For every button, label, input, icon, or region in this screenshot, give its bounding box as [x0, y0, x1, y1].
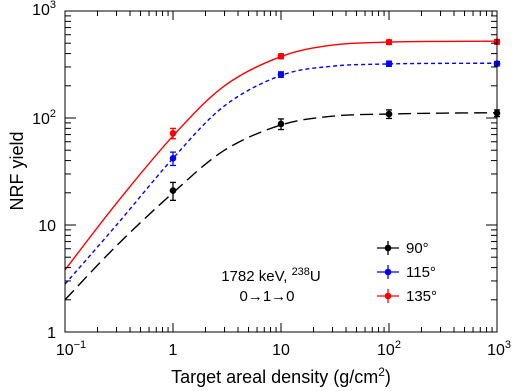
data-point [277, 71, 285, 78]
y-axis-title: NRF yield [7, 131, 27, 210]
y-tick-label: 10 [38, 218, 56, 235]
x-axis-title: Target areal density (g/cm2) [171, 365, 391, 387]
series-3 [64, 38, 501, 271]
x-tick-label: 1 [169, 342, 178, 359]
x-tick-label: 10 [272, 342, 290, 359]
data-point [169, 129, 177, 137]
x-tick-label: 102 [377, 339, 401, 359]
data-point [169, 155, 177, 162]
data-point [277, 120, 285, 128]
y-tick-label: 1 [47, 325, 56, 342]
data-point [169, 187, 177, 194]
x-tick-label: 103 [487, 339, 511, 359]
legend-marker [384, 244, 392, 252]
annotation-line-1: 1782 keV, 238U [221, 266, 321, 285]
legend-marker [384, 292, 392, 300]
data-point [277, 52, 285, 60]
data-point [385, 110, 393, 118]
legend-label: 135° [406, 288, 437, 305]
fit-curve-1 [64, 112, 498, 301]
data-point [385, 38, 393, 46]
y-tick-label: 103 [32, 0, 56, 19]
series-2 [64, 60, 501, 285]
data-point [385, 60, 393, 67]
x-tick-label: 10−1 [56, 339, 86, 359]
legend: 90° 115° 135° [377, 240, 437, 305]
legend-label: 115° [406, 264, 436, 281]
fit-curve-2 [64, 62, 498, 285]
fit-curve-3 [64, 40, 498, 271]
legend-label: 90° [406, 240, 429, 257]
legend-marker [384, 268, 392, 276]
annotation-line-2: 0→1→0 [239, 288, 294, 305]
y-tick-label: 102 [32, 108, 56, 128]
series-1 [64, 109, 501, 301]
series-layer [64, 38, 501, 301]
